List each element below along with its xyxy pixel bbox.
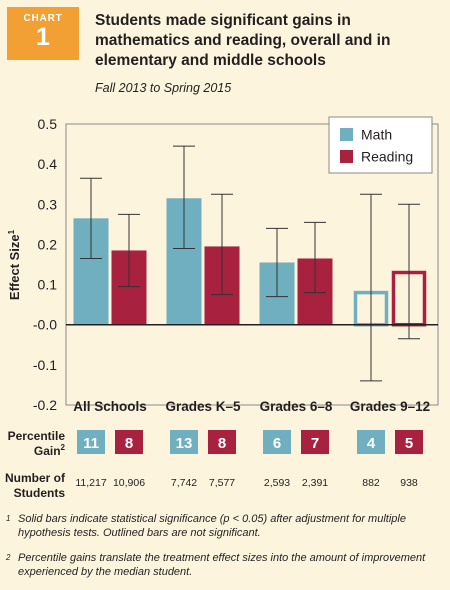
percentile-gain-value: 5 (405, 435, 413, 452)
y-tick-label: 0.1 (38, 277, 58, 293)
category-label: Grades K–5 (165, 399, 241, 414)
footnote-2-text: Percentile gains translate the treatment… (18, 552, 426, 578)
category-label: Grades 6–8 (260, 399, 333, 414)
footnote-2-mark: 2 (6, 553, 11, 562)
student-count: 7,577 (209, 477, 235, 489)
student-count: 10,906 (113, 477, 145, 489)
percentile-gain-box-math (357, 430, 385, 454)
legend-label-math: Math (361, 127, 392, 143)
percentile-gain-box-math (263, 430, 291, 454)
student-count: 11,217 (75, 477, 106, 489)
legend-box (328, 116, 433, 174)
student-count: 2,593 (264, 477, 290, 489)
y-axis-label-text: Effect Size (7, 234, 22, 300)
percentile-gain-label-line2: Gain2 (34, 443, 66, 458)
percentile-gain-box-reading (301, 430, 329, 454)
percentile-gain-value: 8 (218, 435, 226, 452)
plot-frame (65, 123, 439, 406)
chart-badge: CHART 1 (7, 7, 79, 60)
percentile-gain-box-math (77, 430, 105, 454)
y-axis-label: Effect Size1 (7, 229, 22, 300)
category-label: Grades 9–12 (350, 399, 430, 414)
legend-swatch-math (340, 128, 353, 141)
chart-subtitle: Fall 2013 to Spring 2015 (95, 81, 232, 95)
percentile-gain-value: 6 (273, 435, 281, 452)
percentile-gain-label-text: Gain (34, 444, 61, 458)
y-tick-label: 0.5 (38, 116, 58, 132)
footnote-1-mark: 1 (6, 514, 11, 523)
percentile-gain-value: 13 (176, 435, 193, 452)
students-label-line1: Number of (5, 471, 66, 485)
percentile-gain-value: 11 (83, 435, 99, 452)
percentile-gain-value: 8 (125, 435, 133, 452)
y-tick-label: 0.4 (38, 156, 58, 172)
percentile-gain-label-sup: 2 (61, 443, 66, 452)
legend-swatch-reading (340, 150, 353, 163)
student-count: 882 (362, 477, 380, 489)
y-axis-label-sup: 1 (7, 229, 16, 234)
chart-title: Students made significant gains in mathe… (95, 12, 391, 69)
y-tick-label: -0.1 (33, 357, 57, 373)
footnote-1-text: Solid bars indicate statistical signific… (18, 513, 406, 539)
y-tick-label: -0.0 (33, 317, 57, 333)
student-count: 2,391 (302, 477, 328, 489)
percentile-gain-box-math (170, 430, 198, 454)
legend-label-reading: Reading (361, 149, 413, 165)
percentile-gain-value: 4 (367, 435, 376, 452)
student-count: 7,742 (171, 477, 197, 489)
y-tick-label: 0.2 (38, 236, 58, 252)
y-tick-label: 0.3 (38, 196, 58, 212)
footnote-1: 1 Solid bars indicate statistical signifi… (6, 512, 436, 540)
students-label-line2: Students (14, 486, 66, 500)
percentile-gain-label-line1: Percentile (8, 429, 66, 443)
footnote-2: 2 Percentile gains translate the treatmen… (6, 551, 436, 579)
category-label: All Schools (73, 399, 147, 414)
student-count: 938 (400, 477, 418, 489)
chart-badge-number: 1 (36, 23, 50, 51)
percentile-gain-box-reading (115, 430, 143, 454)
y-tick-label: -0.2 (33, 397, 57, 413)
chart-badge-label: CHART (23, 13, 63, 24)
percentile-gain-box-reading (395, 430, 423, 454)
percentile-gain-box-reading (208, 430, 236, 454)
percentile-gain-value: 7 (311, 435, 319, 452)
